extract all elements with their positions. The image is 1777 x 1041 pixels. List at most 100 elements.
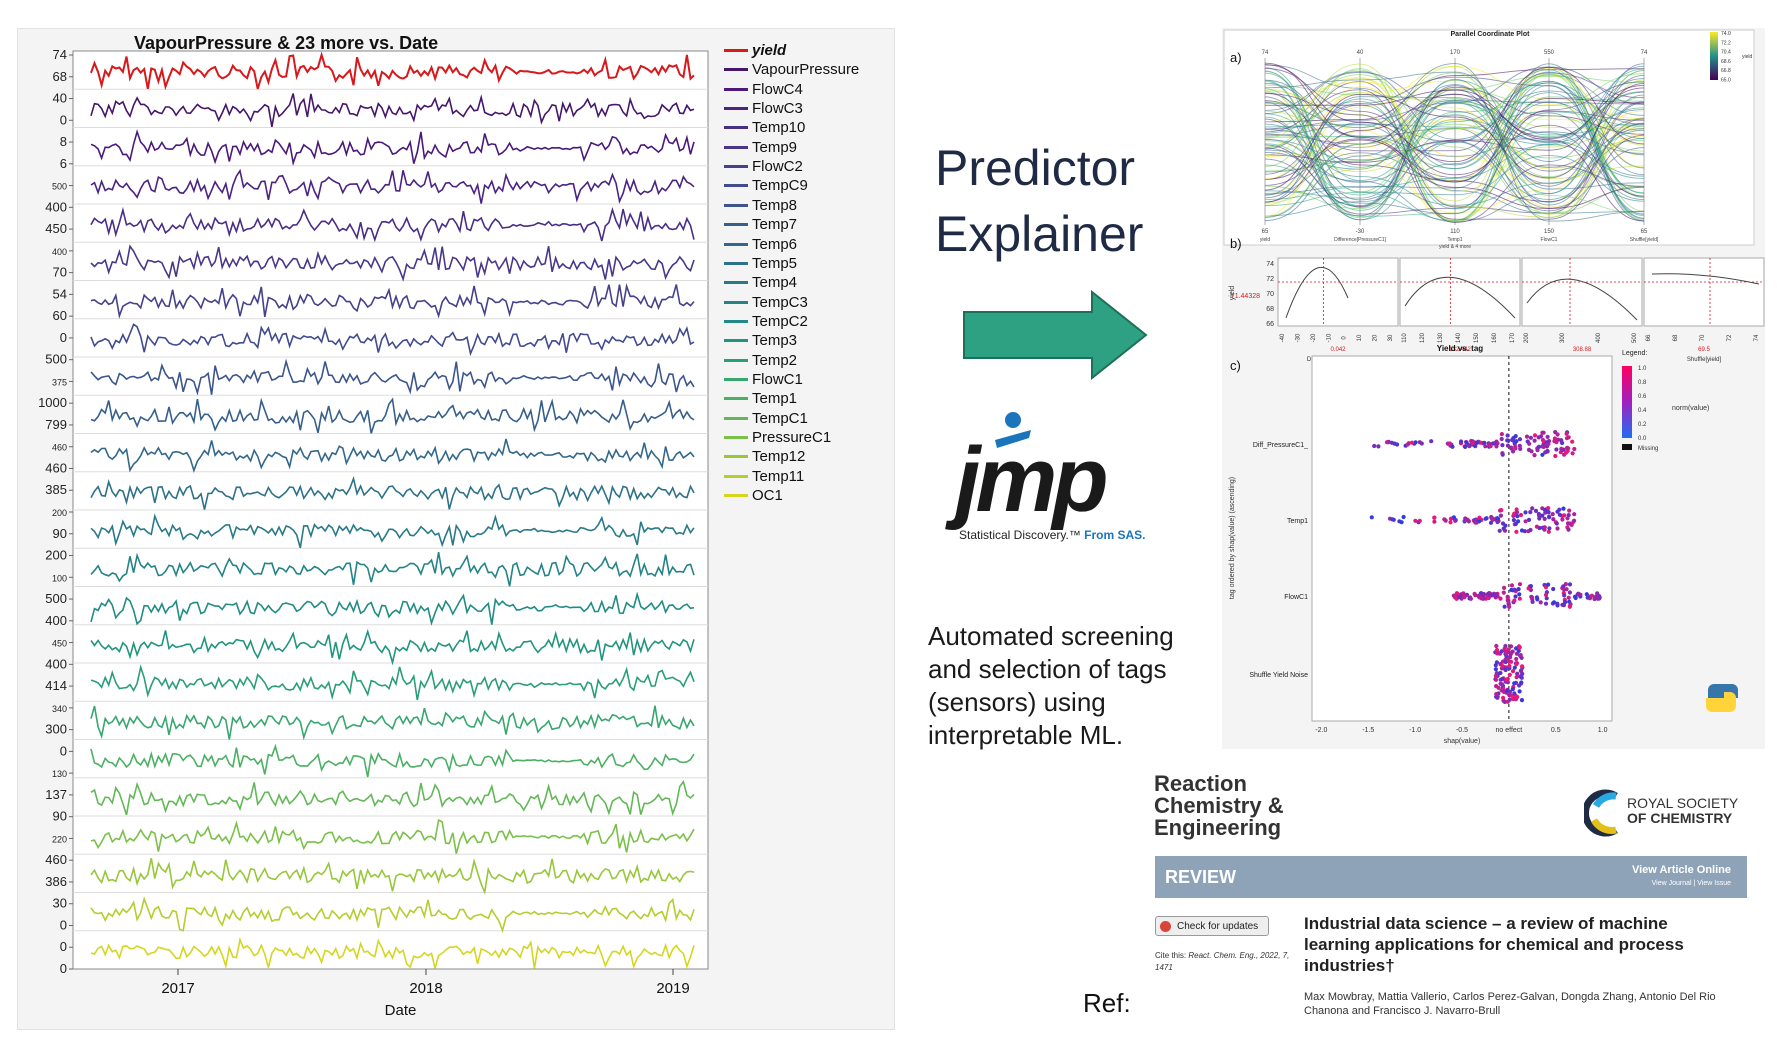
legend-item: Temp7 [724,215,797,234]
shap-point [1443,518,1448,523]
shap-point [1510,649,1515,654]
legend-swatch [724,339,748,343]
shap-point [1519,698,1525,703]
shap-point [1551,586,1556,592]
shap-point [1562,513,1567,518]
shap-point [1518,446,1523,451]
shap-point [1595,596,1600,601]
legend-item: Temp9 [724,138,797,157]
shap-point [1515,671,1520,676]
pc-line [1264,72,1645,181]
y-tick-label: 1000 [38,395,67,410]
y-tick-label: 414 [45,678,67,693]
profiler-xtick: 66 [1646,334,1652,341]
legend-label: TempC1 [752,409,808,427]
y-tick-label: 400 [45,656,67,671]
shap-point [1517,689,1522,694]
shap-point [1530,506,1535,511]
panel-a-title: Parallel Coordinate Plot [1451,31,1531,38]
shap-point [1513,521,1518,526]
pc-colorbar-tick: 70.4 [1721,50,1731,56]
shap-point [1567,590,1572,595]
shap-point [1512,598,1517,603]
shap-point [1499,508,1504,513]
legend-swatch [724,184,748,188]
legend-item: VapourPressure [724,60,859,79]
shap-point [1504,649,1509,654]
shap-legend-tick: 0.6 [1638,394,1647,400]
shap-point [1537,513,1542,518]
shap-point [1560,602,1565,607]
view-journal-issue-links[interactable]: View Journal | View Issue [1651,880,1731,887]
shap-point [1572,518,1577,523]
shap-point [1553,430,1558,435]
profiler-xtick: -30 [1295,333,1301,342]
pc-line [1264,84,1645,190]
shap-point [1492,441,1497,446]
profiler-xtick: 30 [1388,334,1394,341]
legend-label: Temp5 [752,254,798,272]
description-text: Automated screening and selection of tag… [928,621,1174,750]
legend-swatch [724,281,748,285]
legend-swatch [724,261,748,265]
shap-point [1584,592,1589,597]
jmp-tagline: Statistical Discovery.™ From SAS. [959,528,1146,542]
shap-point [1563,600,1568,605]
shap-plot-area [1311,355,1613,722]
profiler-xtick: 140 [1456,332,1462,343]
shap-point [1512,587,1517,592]
y-tick-label: 460 [45,852,67,867]
pc-colorbar-tick: 74.0 [1721,31,1731,37]
shap-point [1565,521,1571,526]
legend-swatch [724,300,748,304]
jmp-figure-icon [995,412,1031,448]
pc-line [1264,115,1645,219]
profiler-value: 132.442 [1449,347,1471,353]
shap-point [1503,659,1508,665]
shap-point [1477,515,1482,520]
shap-point [1514,529,1519,534]
pc-line [1264,81,1645,214]
shap-point [1494,647,1500,653]
pc-axis-top: 74 [1641,50,1648,56]
shap-point [1499,649,1504,654]
pc-line [1264,79,1645,157]
shap-point [1560,517,1565,522]
y-tick-label: 200 [45,548,67,563]
legend-item: FlowC3 [724,99,803,118]
pc-axis-name: yield [1260,237,1271,243]
shap-point [1566,513,1571,518]
shap-point [1509,583,1515,588]
shap-point [1506,659,1511,664]
shap-point [1554,447,1559,452]
shap-point [1524,434,1530,439]
shap-point [1542,525,1547,530]
view-article-online-link[interactable]: View Article Online [1631,864,1731,876]
legend-label: yield [752,42,787,59]
shap-legend-tick: 0.2 [1638,422,1647,428]
shap-point [1488,444,1493,449]
shap-point [1552,436,1557,441]
legend-swatch [724,494,748,498]
pc-axis-top: 74 [1262,50,1269,56]
shap-point [1541,444,1546,449]
shap-point [1546,439,1552,444]
shap-point [1566,527,1571,532]
shap-point [1500,443,1505,448]
shap-point [1510,669,1516,674]
pc-line [1264,72,1645,215]
y-tick-label: 0 [60,917,67,932]
legend-item: OC1 [724,486,783,505]
shap-point [1519,528,1525,533]
check-for-updates-button[interactable]: Check for updates [1155,916,1269,936]
shap-point [1391,517,1396,522]
shap-point [1518,668,1523,674]
shap-point [1493,667,1498,672]
shap-point [1502,604,1507,609]
y-tick-label: 6 [60,156,67,171]
multi-series-chart: 74 68 40 0 8 6 500 400 450 400 70 54 60 0 500 375 1000 79… [17,28,895,1030]
legend-item: TempC9 [724,176,808,195]
y-tick-label: 500 [52,182,67,192]
legend-swatch [724,377,748,381]
legend-item: Temp1 [724,389,797,408]
